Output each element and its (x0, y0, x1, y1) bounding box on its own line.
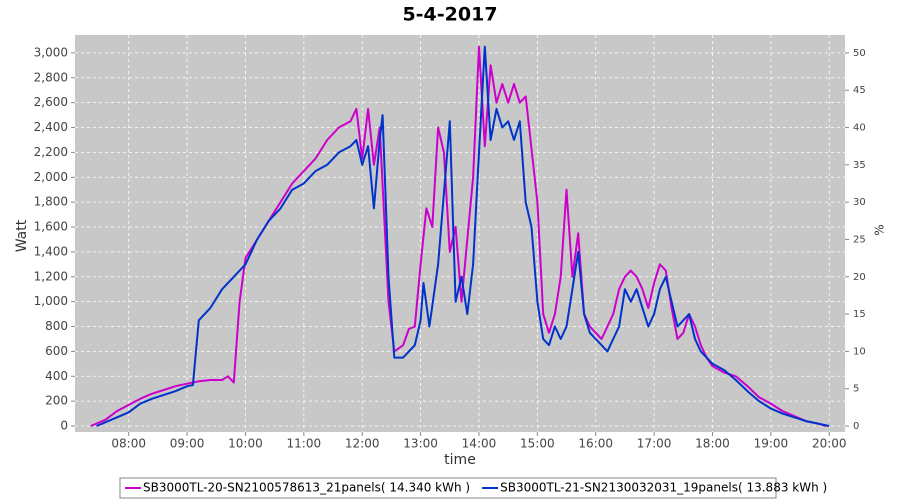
y-tick-label: 1,400 (34, 244, 68, 258)
y2-tick-label: 25 (853, 234, 866, 245)
y-tick-label: 2,600 (34, 95, 68, 109)
y2-tick-label: 50 (853, 48, 866, 59)
x-tick-label: 12:00 (345, 437, 380, 451)
y2-tick-label: 40 (853, 123, 866, 134)
x-tick-label: 18:00 (695, 437, 730, 451)
x-tick-label: 08:00 (111, 437, 146, 451)
x-tick-label: 09:00 (170, 437, 205, 451)
y2-tick-label: 20 (853, 272, 866, 283)
y-tick-label: 2,400 (34, 120, 68, 134)
y-tick-label: 200 (45, 394, 68, 408)
x-tick-label: 13:00 (403, 437, 438, 451)
y-tick-label: 400 (45, 369, 68, 383)
line-series (96, 45, 830, 427)
x-tick-label: 17:00 (637, 437, 672, 451)
y-tick-label: 0 (60, 419, 68, 433)
x-tick-label: 10:00 (228, 437, 263, 451)
y-tick-label: 1,800 (34, 195, 68, 209)
y2-tick-label: 0 (853, 421, 859, 432)
y2-tick-label: 30 (853, 197, 866, 208)
x-tick-label: 11:00 (287, 437, 322, 451)
y-tick-label: 3,000 (34, 45, 68, 59)
legend (119, 477, 777, 499)
y2-axis-label: % (873, 224, 887, 235)
y2-tick-label: 35 (853, 160, 866, 171)
x-tick-label: 19:00 (754, 437, 789, 451)
y-tick-label: 2,200 (34, 145, 68, 159)
plot-area (75, 35, 845, 432)
y-tick-label: 600 (45, 344, 68, 358)
y-tick-label: 1,200 (34, 269, 68, 283)
y-tick-label: 1,000 (34, 294, 68, 308)
y-tick-label: 2,800 (34, 70, 68, 84)
legend-label: SB3000TL-21-SN2130032031_19panels( 13.88… (500, 481, 827, 495)
y-tick-label: 1,600 (34, 220, 68, 234)
y2-tick-label: 15 (853, 309, 866, 320)
y-axis-label: Watt (14, 219, 30, 252)
chart-title: 5-4-2017 (402, 4, 497, 26)
y-tick-label: 2,000 (34, 170, 68, 184)
legend-label: SB3000TL-20-SN2100578613_21panels( 14.34… (143, 481, 470, 495)
x-tick-label: 14:00 (462, 437, 497, 451)
x-tick-label: 15:00 (520, 437, 555, 451)
x-tick-label: 16:00 (578, 437, 613, 451)
y2-tick-label: 45 (853, 85, 866, 96)
x-axis-label: time (444, 452, 476, 468)
y-tick-label: 800 (45, 319, 68, 333)
y2-tick-label: 10 (853, 346, 866, 357)
y2-tick-label: 5 (853, 384, 859, 395)
x-tick-label: 20:00 (812, 437, 847, 451)
